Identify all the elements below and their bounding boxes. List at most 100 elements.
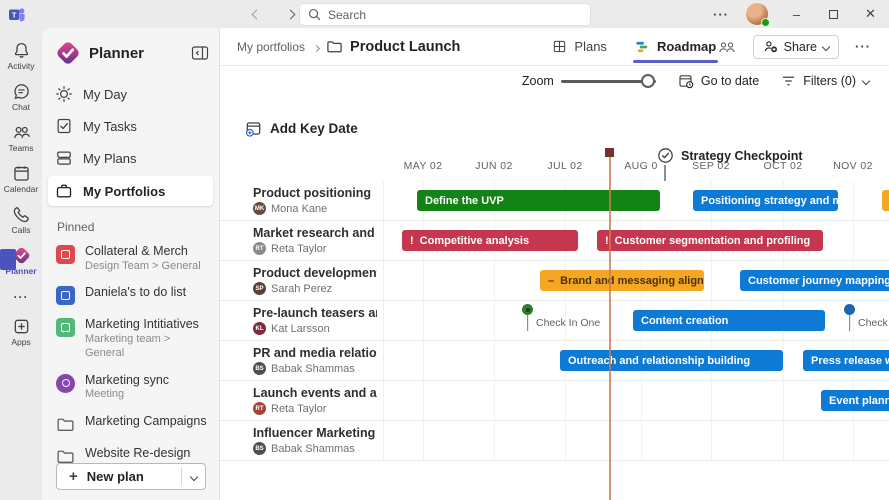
filter-icon [783,76,795,86]
checkin-pin[interactable]: Check In [844,304,889,338]
pin-dot-icon [844,304,855,315]
gantt-bar[interactable]: ! Competitive analysis [402,230,578,251]
gantt-bar[interactable]: Content creation [633,310,825,331]
today-marker-line [609,152,611,500]
gantt-bar[interactable]: ! Customer segmentation and profiling [597,230,823,251]
folder-icon [57,418,74,431]
table-row: Influencer Marketing BS Babak Shammas [220,421,889,461]
sidebar-item-my-tasks[interactable]: My Tasks [42,110,219,142]
go-to-date-button[interactable]: Go to date [678,73,759,89]
search-icon [308,8,321,21]
maximize-button[interactable] [815,0,852,28]
avatar: KL [253,322,266,335]
header-more-button[interactable]: ··· [855,39,871,54]
planner-icon [13,247,29,264]
people-icon [13,126,30,139]
rail-more-button[interactable]: ··· [13,290,29,304]
apps-icon [14,319,28,334]
search-input[interactable]: Search [300,4,590,25]
roadmap-icon [636,41,648,53]
avatar: SP [253,282,266,295]
zoom-slider[interactable] [560,74,656,88]
task-cell[interactable]: Product positioning MK Mona Kane [220,181,384,220]
share-button[interactable]: Share [752,34,839,59]
new-plan-dropdown-chevron-icon[interactable] [189,472,199,481]
sidebar-item-my-portfolios[interactable]: My Portfolios [48,176,213,206]
chat-icon [13,84,29,100]
members-icon[interactable] [717,38,737,56]
rail-item-teams[interactable]: Teams [0,118,42,159]
search-placeholder: Search [328,7,367,22]
teams-logo-icon: T [9,8,25,22]
sidebar-item-my-day[interactable]: My Day [42,78,219,110]
avatar: MK [253,202,266,215]
planner-sidebar: Planner My Day My Tasks My Plans [42,28,220,500]
gantt-bar[interactable]: Outreach and relationship building [560,350,783,371]
pinned-item-marketing-sync[interactable]: Marketing sync Meeting [42,367,219,408]
roadmap-gantt: Add Key Date MAY 02 JUN 02 JUL 02 AUG 0 … [220,96,889,500]
rail-item-planner[interactable]: Planner [0,241,42,282]
key-date-strategy-checkpoint[interactable]: Strategy Checkpoint [657,147,803,164]
checkpoint-check-icon [658,148,673,163]
tab-plans[interactable]: Plans [552,28,607,65]
gantt-bar[interactable]: Event planning [821,390,889,411]
pinned-item-marketing-campaigns[interactable]: Marketing Campaigns [42,408,219,440]
meeting-icon [56,373,75,393]
user-avatar[interactable] [746,3,770,27]
rail-item-apps[interactable]: Apps [0,312,42,353]
portfolio-icon [56,184,72,198]
page-title: Product Launch [350,38,461,55]
close-button[interactable]: ✕ [865,6,876,21]
zoom-slider-thumb[interactable] [640,74,655,88]
gantt-bar[interactable]: –Brand and messaging alignment [540,270,704,291]
filters-button[interactable]: Filters (0) [781,74,871,88]
add-key-date-button[interactable]: Add Key Date [245,120,358,137]
collapse-panel-icon[interactable] [191,44,209,62]
pinned-item-collateral[interactable]: Collateral & Merch Design Team > General [42,238,219,279]
rail-item-calendar[interactable]: Calendar [0,159,42,200]
avatar: RT [253,242,266,255]
pinned-item-todo-list[interactable]: Daniela's to do list [42,279,219,311]
minimize-button[interactable]: – [792,6,801,22]
avatar: BS [253,362,266,375]
rail-item-calls[interactable]: Calls [0,200,42,241]
gantt-bar[interactable]: Define the UVP [417,190,660,211]
new-plan-button[interactable]: + New plan [56,463,206,490]
gantt-bar[interactable] [882,190,889,211]
planner-logo-icon [57,42,79,64]
rail-item-chat[interactable]: Chat [0,77,42,118]
gantt-bar[interactable]: Positioning strategy and mess... [693,190,838,211]
roadmap-toolbar: Zoom Go to date Filters (0) [220,66,889,96]
gantt-bar[interactable]: Customer journey mapping [740,270,889,291]
plan-icon [56,286,75,306]
checkin-pin[interactable]: Check In One [522,304,642,338]
grid-icon [554,40,566,53]
forward-button[interactable] [280,4,300,24]
back-button[interactable] [246,4,266,24]
tab-roadmap[interactable]: Roadmap [632,28,719,65]
tasks-icon [57,118,71,134]
app-rail: Activity Chat Teams Calendar Calls [0,28,42,500]
breadcrumb[interactable]: My portfolios [237,39,306,54]
rail-item-activity[interactable]: Activity [0,36,42,77]
plan-header: My portfolios Product Launch Plans Roadm… [220,28,889,66]
task-cell[interactable]: Influencer Marketing BS Babak Shammas [220,421,384,460]
titlebar: T Search ··· – ✕ [0,0,889,28]
folder-icon [57,450,74,463]
titlebar-more-button[interactable]: ··· [713,6,729,22]
pinned-item-marketing-initiatives[interactable]: Marketing Intitiatives Marketing team > G… [42,311,219,366]
bell-icon [14,42,28,58]
pinned-section-label: Pinned [57,220,95,234]
breadcrumb-chevron-icon [312,38,321,56]
sidebar-item-my-plans[interactable]: My Plans [42,142,219,174]
gantt-bar[interactable]: Press release writing [803,350,889,371]
